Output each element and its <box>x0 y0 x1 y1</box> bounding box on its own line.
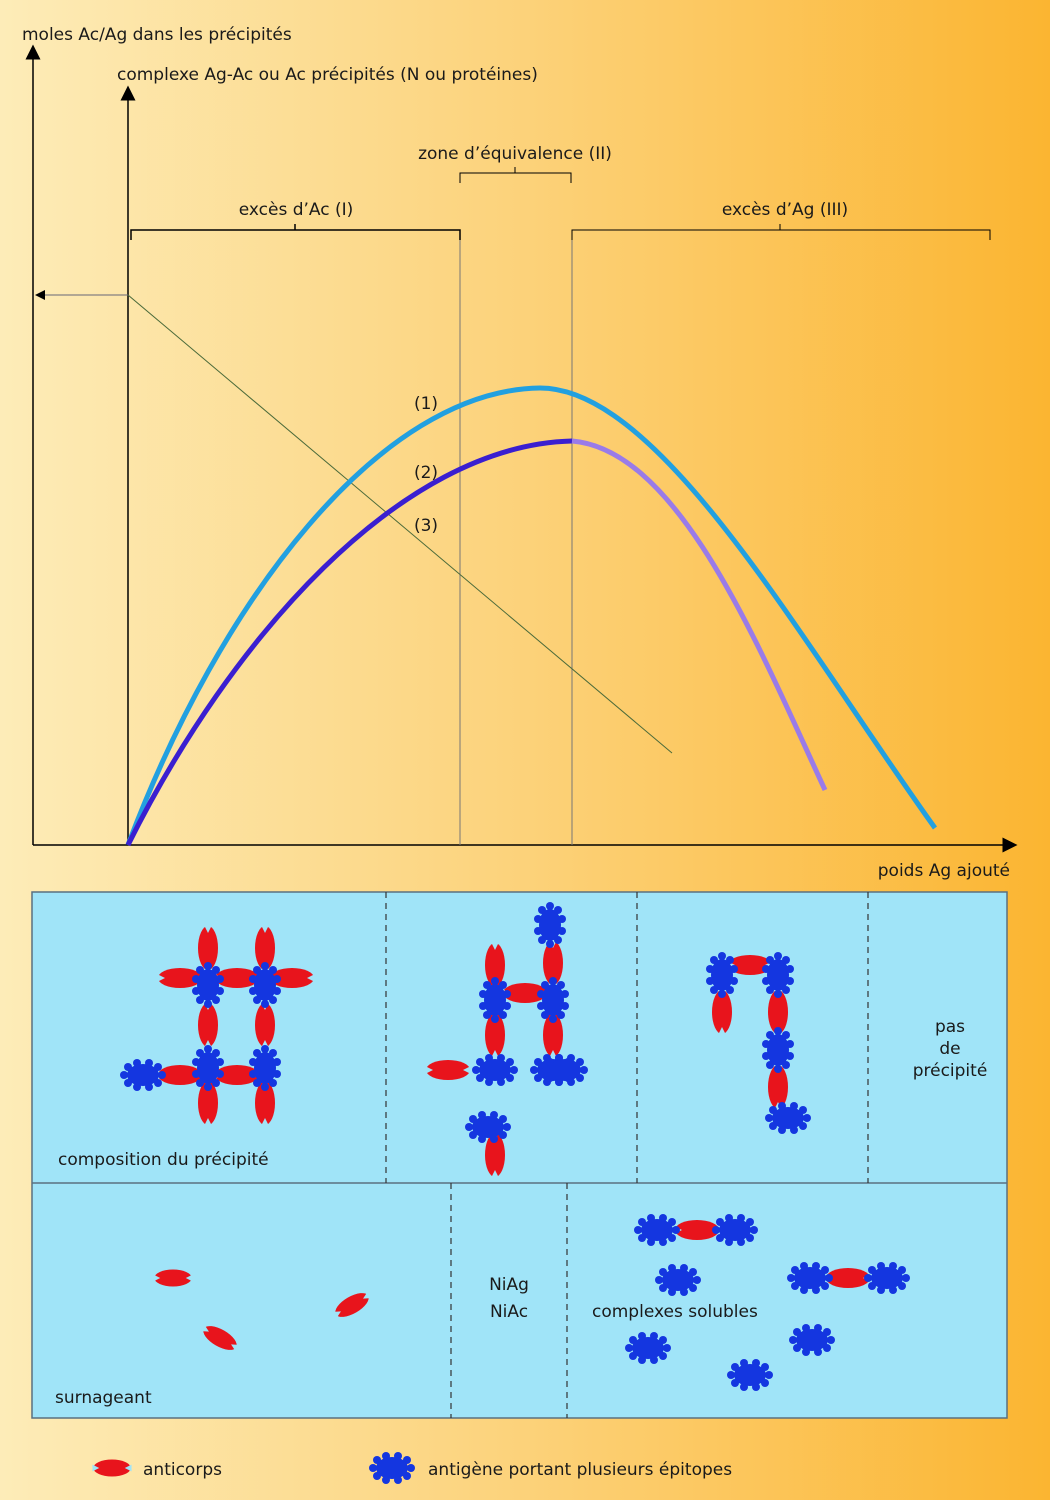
zone-bracket <box>130 224 461 240</box>
zone-label: excès d’Ac (I) <box>239 200 354 220</box>
zone-bracket <box>459 167 572 183</box>
panel-caption: pas <box>935 1017 965 1037</box>
zone-bracket <box>571 224 991 240</box>
legend-label: antigène portant plusieurs épitopes <box>428 1460 732 1480</box>
curve-1 <box>125 385 938 846</box>
panel-caption: de <box>939 1039 960 1059</box>
axis-label: moles Ac/Ag dans les précipités <box>22 25 292 45</box>
chart-area <box>25 44 1018 853</box>
panel-caption: NiAc <box>490 1302 528 1322</box>
panel-caption: complexes solubles <box>592 1302 758 1322</box>
legend-label: anticorps <box>143 1460 222 1480</box>
curve-label: (1) <box>414 394 438 414</box>
curve-2-end <box>571 438 828 792</box>
curve-3 <box>127 294 673 754</box>
panel-caption: composition du précipité <box>58 1150 269 1170</box>
panel-caption: précipité <box>913 1061 988 1081</box>
zone-label: excès d’Ag (III) <box>722 200 848 220</box>
panel-caption: surnageant <box>55 1388 152 1408</box>
axis-label: complexe Ag-Ac ou Ac précipités (N ou pr… <box>117 65 538 85</box>
axis-label: poids Ag ajouté <box>878 861 1010 881</box>
panel <box>31 891 1008 1419</box>
curve-label: (3) <box>414 516 438 536</box>
panel-caption: NiAg <box>489 1275 529 1295</box>
zone-label: zone d’équivalence (II) <box>418 144 612 164</box>
curve-2 <box>125 438 573 847</box>
panels <box>31 891 1008 1419</box>
curve-label: (2) <box>414 463 438 483</box>
